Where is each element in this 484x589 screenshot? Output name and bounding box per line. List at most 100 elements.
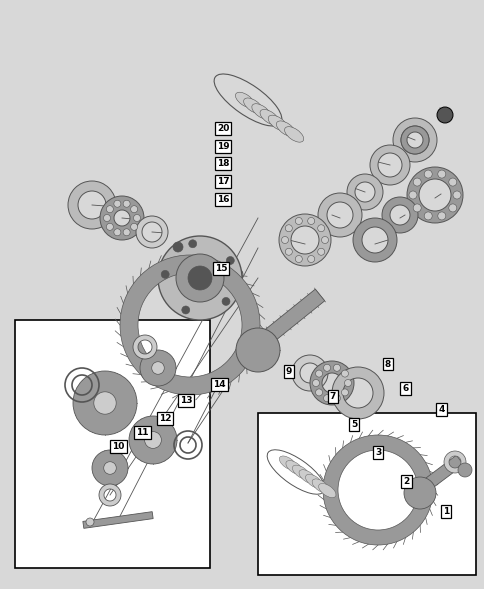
Wedge shape <box>400 126 428 154</box>
Circle shape <box>436 107 452 123</box>
Circle shape <box>140 350 176 386</box>
Ellipse shape <box>285 461 302 475</box>
Text: 8: 8 <box>384 359 390 369</box>
Circle shape <box>161 270 169 279</box>
Wedge shape <box>443 451 465 473</box>
Text: 11: 11 <box>136 428 149 437</box>
Wedge shape <box>136 216 167 248</box>
Circle shape <box>424 170 431 178</box>
Ellipse shape <box>243 98 262 114</box>
Text: 5: 5 <box>350 419 356 429</box>
Ellipse shape <box>311 479 329 493</box>
Circle shape <box>437 212 445 220</box>
Circle shape <box>73 371 136 435</box>
Text: 17: 17 <box>216 177 229 186</box>
Circle shape <box>333 364 340 371</box>
Circle shape <box>144 432 161 448</box>
Circle shape <box>333 395 340 402</box>
Circle shape <box>92 450 128 486</box>
Circle shape <box>123 200 130 207</box>
Circle shape <box>285 248 292 255</box>
Circle shape <box>129 416 177 464</box>
Circle shape <box>341 389 348 396</box>
Circle shape <box>307 256 314 263</box>
Wedge shape <box>392 118 436 162</box>
Ellipse shape <box>305 474 322 488</box>
Wedge shape <box>100 196 144 240</box>
Circle shape <box>133 214 140 221</box>
Circle shape <box>312 379 319 386</box>
Circle shape <box>86 518 94 526</box>
Bar <box>15 320 210 568</box>
Wedge shape <box>346 174 382 210</box>
Circle shape <box>403 477 435 509</box>
Text: 19: 19 <box>216 141 229 151</box>
Wedge shape <box>318 193 361 237</box>
Circle shape <box>437 170 445 178</box>
Text: 7: 7 <box>329 392 335 402</box>
Circle shape <box>114 229 121 236</box>
Circle shape <box>151 362 164 374</box>
Circle shape <box>281 237 288 243</box>
Wedge shape <box>381 197 417 233</box>
Circle shape <box>307 217 314 224</box>
Circle shape <box>285 225 292 231</box>
Text: 13: 13 <box>180 396 192 405</box>
Wedge shape <box>322 435 432 545</box>
Bar <box>253 289 324 351</box>
Circle shape <box>344 379 351 386</box>
Ellipse shape <box>167 264 242 302</box>
Circle shape <box>321 237 328 243</box>
Ellipse shape <box>251 104 271 119</box>
Ellipse shape <box>268 115 287 131</box>
Wedge shape <box>352 218 396 262</box>
Wedge shape <box>133 335 157 359</box>
Wedge shape <box>99 484 121 506</box>
Wedge shape <box>278 214 330 266</box>
Wedge shape <box>332 367 383 419</box>
Circle shape <box>93 392 116 414</box>
Circle shape <box>448 178 456 186</box>
Circle shape <box>104 462 116 474</box>
Circle shape <box>173 242 182 252</box>
Circle shape <box>123 229 130 236</box>
Circle shape <box>448 204 456 212</box>
Bar <box>257 413 475 575</box>
Circle shape <box>412 178 420 186</box>
Wedge shape <box>369 145 409 185</box>
Circle shape <box>130 223 137 230</box>
Text: 10: 10 <box>112 442 124 451</box>
Text: 2: 2 <box>403 477 408 487</box>
Circle shape <box>188 266 212 290</box>
Circle shape <box>323 395 330 402</box>
Circle shape <box>103 214 110 221</box>
Circle shape <box>412 204 420 212</box>
Circle shape <box>295 217 302 224</box>
Circle shape <box>457 463 471 477</box>
Text: 20: 20 <box>216 124 229 133</box>
Text: 12: 12 <box>158 413 171 423</box>
Text: 1: 1 <box>442 507 448 516</box>
Circle shape <box>226 256 234 264</box>
Circle shape <box>130 206 137 213</box>
Wedge shape <box>68 181 116 229</box>
Circle shape <box>176 254 224 302</box>
Circle shape <box>106 206 113 213</box>
Circle shape <box>315 370 322 377</box>
Circle shape <box>452 191 460 199</box>
Circle shape <box>341 370 348 377</box>
Wedge shape <box>120 255 259 395</box>
Ellipse shape <box>298 469 316 484</box>
Text: 18: 18 <box>216 159 229 168</box>
Circle shape <box>408 191 416 199</box>
Circle shape <box>222 297 229 306</box>
Circle shape <box>295 256 302 263</box>
Ellipse shape <box>279 456 296 470</box>
Circle shape <box>188 240 197 248</box>
Circle shape <box>317 248 324 255</box>
Ellipse shape <box>276 121 295 137</box>
Circle shape <box>106 223 113 230</box>
Circle shape <box>323 364 330 371</box>
Circle shape <box>158 236 242 320</box>
Bar <box>83 512 153 528</box>
